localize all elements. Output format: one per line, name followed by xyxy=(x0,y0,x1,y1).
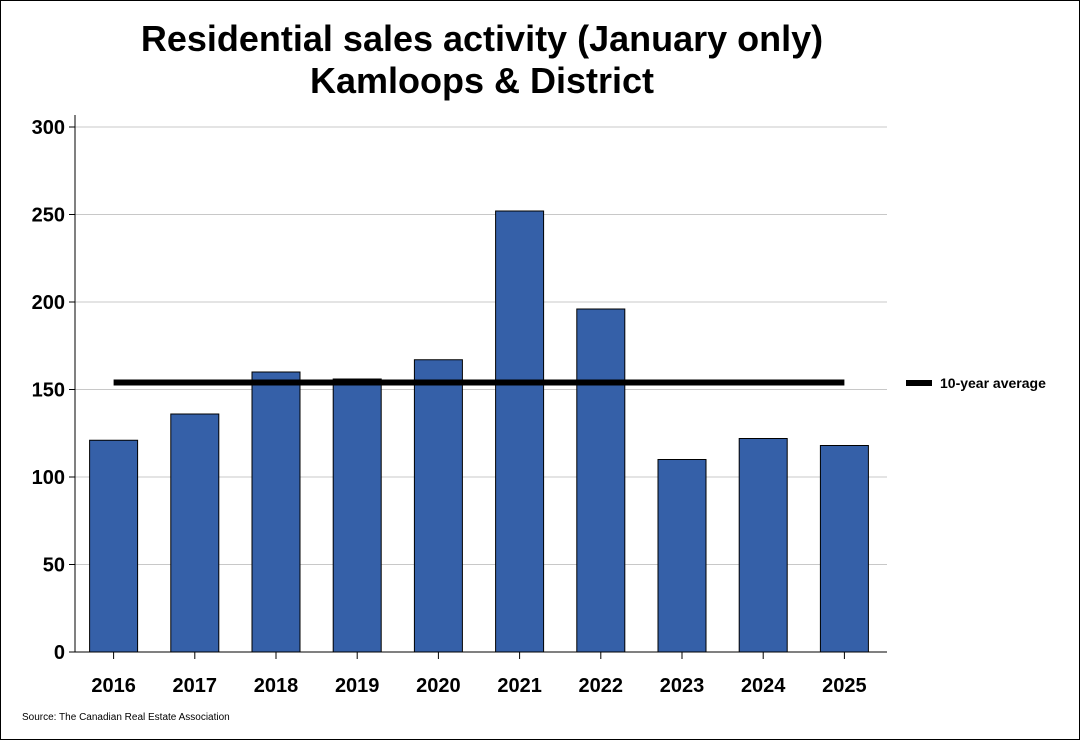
x-tick-label: 2025 xyxy=(822,675,867,697)
bar-2023 xyxy=(657,459,707,653)
legend-swatch-10-year-average xyxy=(906,380,932,386)
x-tick-label: 2021 xyxy=(497,675,542,697)
bars xyxy=(89,210,869,653)
legend-label: 10-year average xyxy=(940,375,1046,391)
bar-2021 xyxy=(495,210,545,653)
x-tick-labels: 2016 2017 2018 2019 2020 2021 2022 2023 2024 2025 xyxy=(91,675,866,697)
bar-2019 xyxy=(332,378,382,653)
chart-title-line-2: Kamloops & District xyxy=(309,60,655,101)
bar-2017 xyxy=(170,413,220,653)
bar-2024 xyxy=(738,438,788,653)
x-tick-label: 2017 xyxy=(173,675,218,697)
x-tick-label: 2023 xyxy=(660,675,705,697)
legend: 10-year average xyxy=(906,375,1046,391)
y-tick-label: 300 xyxy=(32,117,65,139)
x-tick-label: 2018 xyxy=(254,675,299,697)
x-tick-label: 2019 xyxy=(335,675,380,697)
x-tick-label: 2020 xyxy=(416,675,461,697)
bar-2025 xyxy=(819,445,869,653)
bar-2018 xyxy=(251,371,301,653)
y-tick-label: 0 xyxy=(54,642,65,664)
axes xyxy=(69,115,887,659)
bar-2016 xyxy=(89,439,139,653)
chart-title-line-1: Residential sales activity (January only… xyxy=(140,18,824,59)
y-tick-label: 150 xyxy=(32,380,65,402)
y-tick-label: 50 xyxy=(43,555,65,577)
y-tick-label: 100 xyxy=(32,467,65,489)
y-tick-label: 250 xyxy=(32,205,65,227)
bar-2020 xyxy=(413,359,463,653)
x-tick-label: 2022 xyxy=(579,675,624,697)
y-tick-labels: 0 50 100 150 200 250 300 xyxy=(32,117,65,664)
bar-2022 xyxy=(576,308,626,653)
chart-title: Residential sales activity (January only… xyxy=(0,18,964,102)
source-note: Source: The Canadian Real Estate Associa… xyxy=(22,712,230,723)
x-tick-label: 2024 xyxy=(741,675,786,697)
x-tick-label: 2016 xyxy=(91,675,136,697)
y-tick-label: 200 xyxy=(32,292,65,314)
